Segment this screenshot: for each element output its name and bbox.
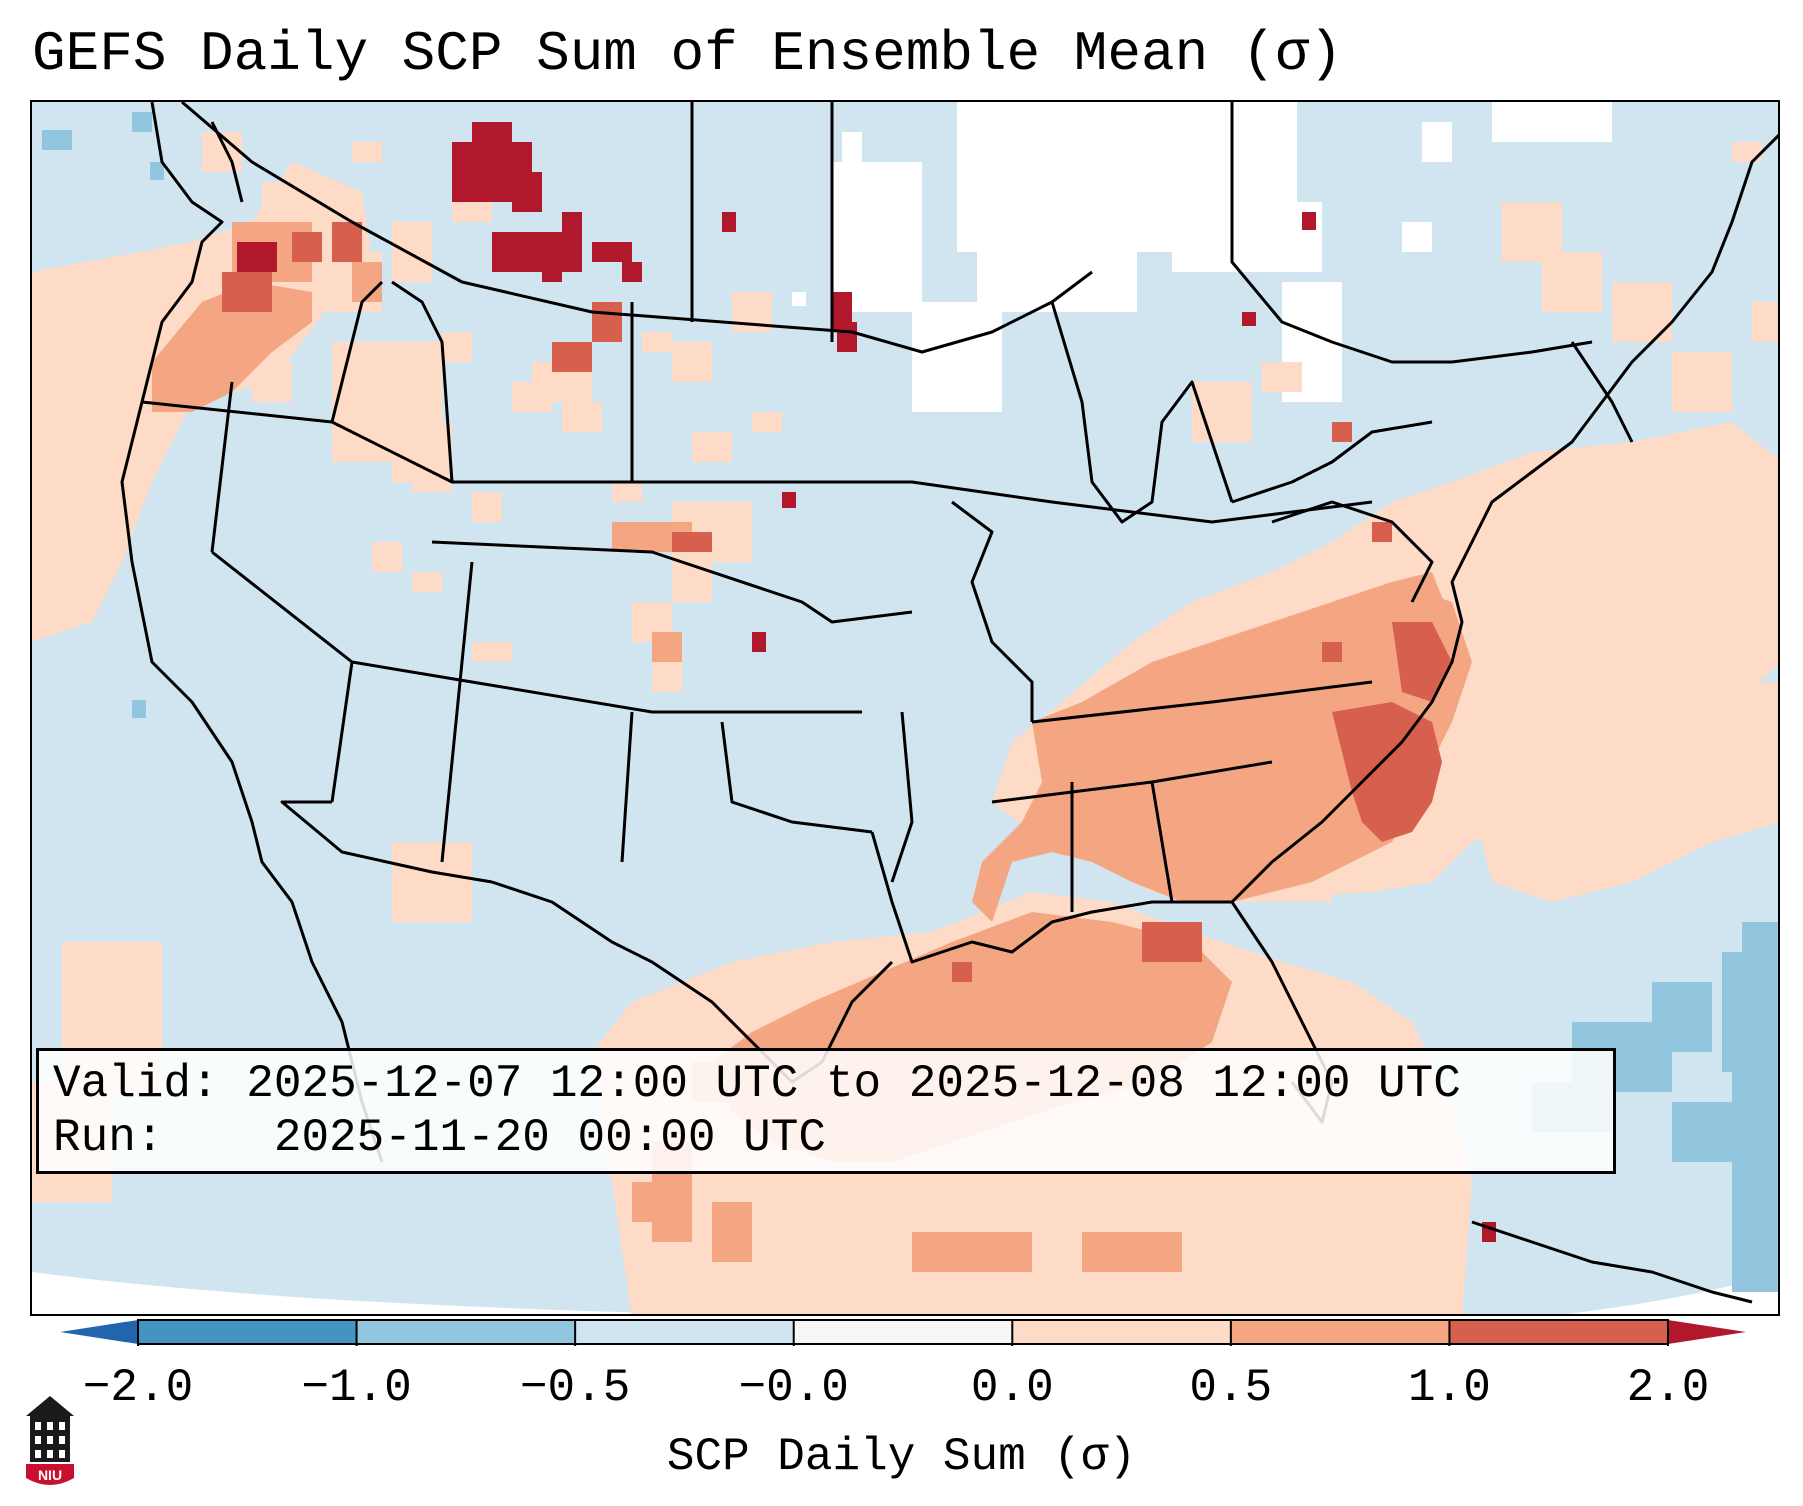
pacific-coastline (120, 102, 384, 1163)
high-positive-region (222, 142, 1452, 982)
red-river (720, 721, 873, 834)
colorbar-tick-label: −0.5 (519, 1362, 631, 1414)
ut-co-line (440, 561, 474, 863)
valid-value: 2025-12-07 12:00 UTC to 2025-12-08 12:00… (246, 1058, 1461, 1110)
colorbar-over-extend (1668, 1320, 1746, 1344)
or-nv-west (210, 381, 234, 553)
mt-id-border (391, 280, 454, 483)
run-line: Run: 2025-11-20 00:00 UTC (53, 1111, 1599, 1165)
colorbar-tick-label: 2.0 (1626, 1362, 1710, 1414)
valid-line: Valid: 2025-12-07 12:00 UTC to 2025-12-0… (53, 1057, 1599, 1111)
colorbar-bin (575, 1320, 795, 1344)
extreme-positive-region (237, 122, 1496, 1242)
colorbar-bin (1230, 1320, 1450, 1344)
gulf-coast (870, 831, 1232, 964)
colorbar-bin (793, 1320, 1013, 1344)
new-england-border (1570, 341, 1634, 443)
az-mex-border (280, 800, 493, 884)
map-title: GEFS Daily SCP Sum of Ensemble Mean (σ) (32, 22, 1343, 86)
cuba-coast (1471, 1220, 1753, 1304)
colorbar-tick-label: 0.0 (970, 1362, 1054, 1414)
colorbar-bin (1012, 1320, 1232, 1344)
atlantic-coastline (1230, 133, 1778, 904)
lake-erie-ontario (1231, 420, 1433, 504)
valid-label: Valid: (53, 1058, 219, 1110)
pa-ny-line (1271, 500, 1434, 603)
great-lakes (1050, 301, 1234, 524)
run-label: Run: (53, 1112, 164, 1164)
nm-tx-line (620, 711, 634, 863)
colorbar-title: SCP Daily Sum (σ) (666, 1431, 1137, 1483)
id-wa-border (330, 280, 384, 423)
northern-state-line (141, 400, 1373, 524)
nv-border (211, 550, 354, 803)
tn-ky-line (1031, 680, 1373, 724)
ne-ks-line (431, 540, 913, 624)
university-building-icon: NIU (26, 1396, 74, 1485)
colorbar-tick-label: −0.0 (738, 1362, 849, 1414)
quebec-border (1230, 102, 1593, 364)
canada-border (181, 102, 1093, 354)
ks-ok-line (351, 660, 862, 714)
colorbar-under-extend (60, 1320, 138, 1344)
validity-info-box: Valid: 2025-12-07 12:00 UTC to 2025-12-0… (36, 1048, 1616, 1174)
colorbar-bin (356, 1320, 576, 1344)
colorbar-tick-label: 1.0 (1408, 1362, 1491, 1414)
colorbar-outline (137, 1319, 1669, 1345)
colorbar-bin (1449, 1320, 1669, 1344)
tx-mex-border (491, 880, 894, 1084)
mississippi-river (951, 500, 1034, 722)
colorbar (60, 1319, 1746, 1346)
colorbar-tick-label: 0.5 (1189, 1362, 1273, 1414)
run-value: 2025-11-20 00:00 UTC (273, 1112, 826, 1164)
logo-text: NIU (38, 1467, 62, 1483)
near-zero-region (32, 102, 1778, 1314)
ok-ar-line (890, 711, 914, 883)
colorbar-tick-label: −1.0 (301, 1362, 412, 1414)
colorbar-tick-label: −2.0 (82, 1362, 194, 1414)
al-ga-border (1150, 781, 1174, 903)
colorbar-bin (138, 1320, 358, 1344)
